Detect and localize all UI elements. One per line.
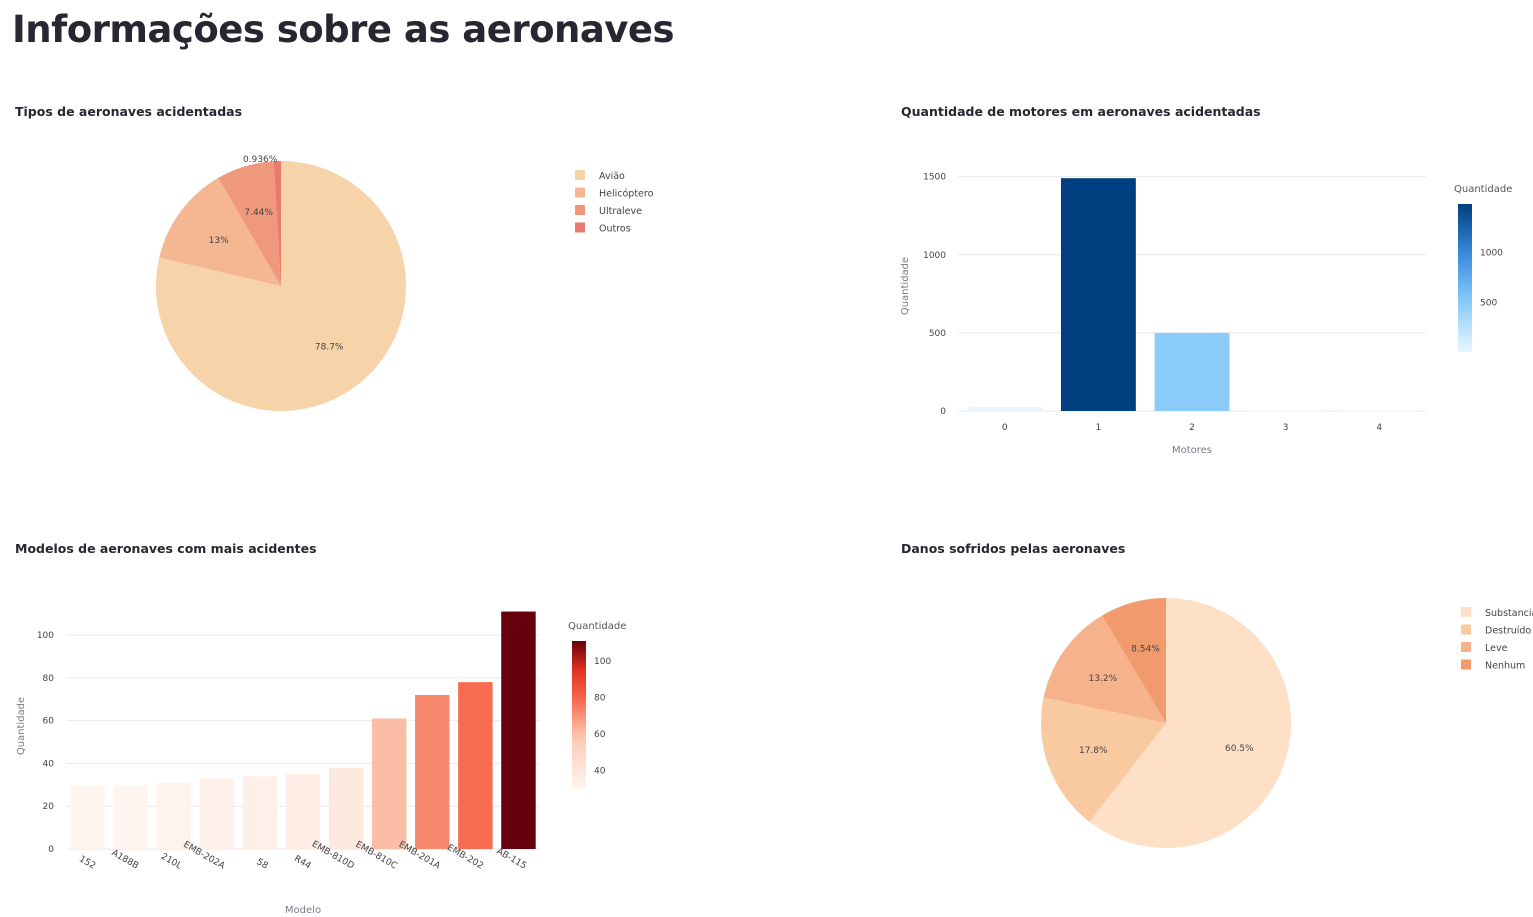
colorbar-tick-label: 1000 — [1480, 249, 1503, 259]
pie-slice-outros — [273, 161, 281, 286]
legend-swatch — [1461, 659, 1471, 670]
pie-slice-nenhum — [1102, 598, 1166, 723]
pie-slice-ultraleve — [218, 161, 281, 286]
colorbar — [1458, 204, 1472, 352]
y-tick-label: 40 — [43, 759, 55, 769]
chart-panel-tipos: Tipos de aeronaves acidentadas 78.7% 13% 7… — [0, 100, 700, 460]
bar-r44 — [285, 774, 321, 849]
legend-item: Avião — [599, 171, 625, 182]
x-tick-label: A188B — [110, 848, 141, 871]
legend-swatch — [1461, 607, 1471, 617]
slice-label: 13.2% — [1089, 674, 1118, 684]
legend-item: Helicóptero — [599, 189, 654, 200]
y-tick-label: 0 — [940, 407, 946, 417]
x-tick-label: 3 — [1283, 423, 1289, 433]
legend-item: Nenhum — [1485, 661, 1525, 672]
x-tick-label: R44 — [292, 854, 313, 872]
bar-a188b — [113, 784, 148, 849]
x-tick-label: 2 — [1189, 423, 1195, 433]
chart-panel-danos: Danos sofridos pelas aeronaves 60.5% 17.8… — [886, 537, 1533, 917]
slice-label: 13% — [209, 236, 229, 246]
x-tick-label: 1 — [1096, 423, 1102, 433]
colorbar — [572, 641, 586, 789]
bar-0 — [967, 407, 1043, 411]
legend-swatch — [1461, 642, 1471, 652]
legend-item: Destruído — [1485, 626, 1531, 637]
y-tick-label: 100 — [37, 631, 54, 641]
y-tick-label: 20 — [43, 802, 55, 812]
bar-2 — [1154, 332, 1230, 411]
colorbar-tick-label: 60 — [594, 730, 606, 740]
slice-label: 78.7% — [315, 343, 344, 353]
chart-title: Quantidade de motores em aeronaves acide… — [901, 104, 1261, 119]
x-axis-title: Modelo — [285, 905, 321, 916]
bar-3 — [1248, 410, 1324, 412]
bar-emb-201a — [415, 694, 450, 849]
x-tick-label: 4 — [1376, 423, 1382, 433]
legend-item: Leve — [1485, 643, 1508, 654]
colorbar-tick-label: 40 — [594, 767, 606, 777]
legend-swatch — [1461, 624, 1471, 635]
x-tick-label: 152 — [77, 854, 97, 871]
chart-panel-modelos: Modelos de aeronaves com mais acidentes … — [0, 537, 700, 917]
bar-4 — [1341, 410, 1417, 412]
y-tick-label: 1000 — [923, 251, 946, 261]
legend-swatch — [575, 222, 585, 233]
y-axis-title: Quantidade — [16, 697, 27, 755]
x-axis-title: Motores — [1172, 445, 1212, 456]
colorbar-title: Quantidade — [1454, 184, 1512, 195]
bar-emb-202a — [199, 778, 235, 849]
bar-chart-motores: 0 500 1000 1500 0 1 2 3 4 Motores Quantidade Quanti… — [900, 173, 1512, 456]
colorbar-title: Quantidade — [568, 621, 626, 632]
x-tick-label: 58 — [254, 857, 269, 872]
colorbar-tick-label: 80 — [594, 694, 606, 704]
y-tick-label: 1500 — [923, 173, 946, 183]
y-tick-label: 0 — [48, 845, 54, 855]
slice-label: 17.8% — [1079, 746, 1108, 756]
bar-210l — [156, 782, 191, 849]
y-tick-label: 80 — [43, 674, 55, 684]
pie-slice-avião — [156, 161, 407, 412]
bar-58 — [242, 776, 278, 849]
bar-emb-810d — [328, 767, 364, 849]
pie-slice-leve — [1043, 615, 1166, 723]
page-title: Informações sobre as aeronaves — [12, 8, 675, 51]
bar-ab-115 — [501, 611, 536, 849]
legend-swatch — [575, 187, 585, 198]
pie-chart-danos: 60.5% 17.8% 13.2% 8.54% Substancial Destruído… — [1041, 598, 1533, 848]
legend-item: Substancial — [1485, 608, 1533, 619]
legend-item: Ultraleve — [599, 206, 642, 217]
pie-slice-helicóptero — [159, 177, 281, 286]
legend-swatch — [575, 205, 585, 215]
bar-1 — [1060, 178, 1136, 411]
chart-title: Tipos de aeronaves acidentadas — [15, 104, 243, 119]
x-tick-label: AB-115 — [495, 847, 528, 872]
slice-label: 60.5% — [1225, 744, 1254, 754]
pie-slice-substancial — [1089, 598, 1291, 848]
slice-label: 8.54% — [1131, 644, 1160, 654]
bar-152 — [70, 784, 105, 849]
bar-emb-810c — [371, 718, 407, 849]
bar-emb-202 — [458, 682, 493, 849]
pie-slice-destruído — [1041, 697, 1166, 822]
chart-title: Danos sofridos pelas aeronaves — [901, 541, 1126, 556]
slice-label: 7.44% — [244, 208, 273, 218]
colorbar-tick-label: 500 — [1480, 298, 1497, 308]
legend-item: Outros — [599, 224, 631, 235]
y-tick-label: 500 — [929, 329, 946, 339]
chart-panel-motores: Quantidade de motores em aeronaves acide… — [886, 100, 1533, 470]
y-axis-title: Quantidade — [900, 257, 911, 315]
colorbar-tick-label: 100 — [594, 657, 611, 667]
pie-chart-tipos: 78.7% 13% 7.44% 0.936% Avião Helicóptero Ultra… — [156, 155, 654, 412]
x-tick-label: 0 — [1002, 423, 1008, 433]
slice-label: 0.936% — [243, 155, 278, 165]
chart-title: Modelos de aeronaves com mais acidentes — [15, 541, 317, 556]
y-tick-label: 60 — [43, 717, 55, 727]
legend-swatch — [575, 170, 585, 180]
x-tick-label: 210L — [159, 852, 183, 872]
